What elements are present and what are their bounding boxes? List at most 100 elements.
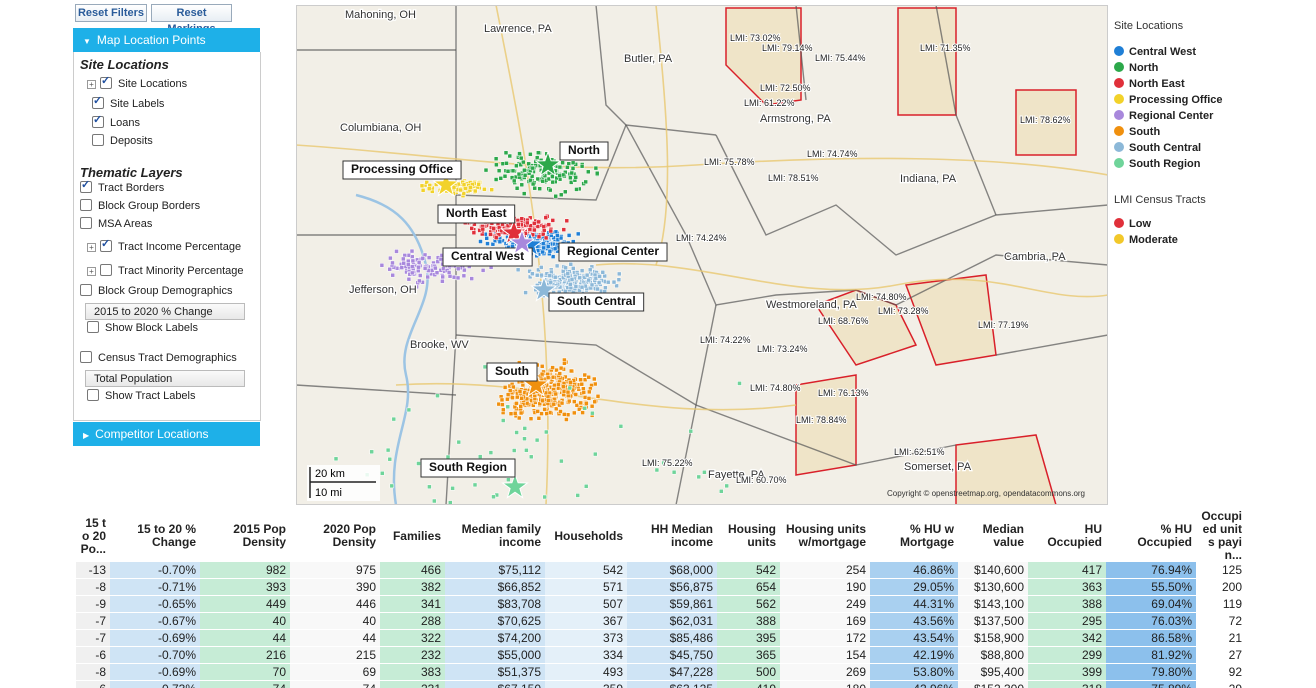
dropdown[interactable]: Total Population (85, 370, 245, 387)
city-label: Brooke, WV (410, 339, 469, 351)
column-header[interactable]: 2015 Pop Density (233, 522, 286, 549)
layer-item[interactable]: Tract Borders (80, 179, 164, 195)
legend-item[interactable]: North (1114, 60, 1314, 76)
location-point (505, 223, 511, 229)
location-point (482, 364, 488, 370)
location-point (516, 415, 522, 421)
location-point (587, 389, 592, 395)
layer-item[interactable]: Deposits (92, 134, 153, 148)
location-point (511, 384, 516, 390)
location-point (478, 239, 483, 244)
location-point (488, 232, 493, 237)
label: Block Group Borders (98, 200, 201, 212)
layer-item[interactable]: Show Block Labels (87, 321, 198, 335)
column-header[interactable]: HH Median income (650, 522, 713, 549)
layer-item[interactable]: +Site Locations (87, 75, 187, 91)
layer-item[interactable]: Census Tract Demographics (80, 351, 237, 365)
reset-filters-button[interactable]: Reset Filters (75, 4, 147, 22)
cell: 70 (200, 663, 290, 681)
checkbox[interactable] (87, 321, 99, 333)
panel-header[interactable]: ▼ Map Location Points (73, 28, 260, 52)
location-point (518, 404, 523, 409)
legend-item[interactable]: South Central (1114, 140, 1314, 156)
lmi-tract (725, 7, 802, 106)
column-header[interactable]: Households (554, 528, 623, 543)
checkbox[interactable] (92, 134, 104, 146)
column-header[interactable]: Families (392, 528, 441, 543)
legend-item[interactable]: Low (1114, 216, 1314, 232)
layer-panel: Site Locations +Site Locations Site Labe… (73, 52, 261, 421)
legend-item[interactable]: South Region (1114, 156, 1314, 172)
legend-item[interactable]: North East (1114, 76, 1314, 92)
location-point (542, 494, 547, 500)
column-header[interactable]: 2020 Pop Density (323, 522, 376, 549)
column-header[interactable]: % HU w Mortgage (900, 522, 954, 549)
legend-item[interactable]: Regional Center (1114, 108, 1314, 124)
checkbox[interactable] (87, 389, 99, 401)
competitor-header[interactable]: ▶ Competitor Locations (73, 422, 260, 446)
legend-item[interactable]: Moderate (1114, 232, 1314, 248)
column-header[interactable]: HU Occupied (1047, 522, 1102, 549)
reset-markings-button[interactable]: Reset Markings (151, 4, 232, 35)
layer-item[interactable]: Loans (92, 114, 140, 130)
column-header[interactable]: Housing units w/mortgage (786, 522, 866, 549)
location-point (379, 263, 385, 268)
layer-item[interactable]: Show Tract Labels (87, 389, 196, 403)
label: Tract Income Percentage (118, 241, 242, 253)
layer-item[interactable]: + Tract Minority Percentage (87, 264, 244, 278)
county-border (455, 124, 717, 201)
location-point (493, 177, 499, 182)
location-point (602, 273, 607, 279)
cell: 69 (290, 663, 380, 681)
checkbox[interactable] (92, 114, 104, 128)
layer-item[interactable]: Block Group Demographics (80, 284, 233, 298)
column-header[interactable]: 15 to 20 % Change (137, 522, 196, 549)
checkbox[interactable] (80, 217, 92, 229)
checkbox[interactable] (80, 351, 92, 363)
lmi-tract (955, 434, 1057, 505)
lmi-label: LMI: 73.02% (730, 33, 781, 43)
column-header[interactable]: Median value (982, 522, 1024, 549)
legend-swatch (1114, 46, 1124, 56)
checkbox[interactable] (100, 238, 112, 252)
dropdown[interactable]: 2015 to 2020 % Change (85, 303, 245, 320)
checkbox[interactable] (80, 179, 92, 193)
column-header[interactable]: Occupied units payin... (1201, 510, 1242, 562)
cell: $85,486 (627, 629, 717, 647)
location-point (570, 166, 576, 171)
location-point (496, 225, 502, 230)
column-header[interactable]: Housing units (728, 522, 776, 549)
location-point (463, 186, 468, 191)
cell: 55.50% (1106, 578, 1196, 596)
legend-item[interactable]: South (1114, 124, 1314, 140)
location-point (558, 192, 564, 198)
column-header[interactable]: Median family income (461, 522, 541, 549)
location-point (550, 374, 556, 380)
legend-label: North (1129, 62, 1159, 74)
legend-item[interactable]: Central West (1114, 44, 1314, 60)
layer-item[interactable]: Site Labels (92, 95, 164, 111)
location-point (543, 215, 549, 220)
layer-item[interactable]: MSA Areas (80, 217, 152, 231)
checkbox[interactable] (80, 284, 92, 296)
checkbox[interactable] (100, 264, 112, 276)
layer-item[interactable]: Block Group Borders (80, 199, 200, 213)
layer-item[interactable]: +Tract Income Percentage (87, 238, 242, 254)
location-point (573, 284, 579, 289)
location-point (527, 268, 532, 274)
checkbox[interactable] (100, 75, 112, 89)
location-point (557, 371, 563, 376)
cell: -0.70% (110, 562, 200, 579)
checkbox[interactable] (92, 95, 104, 109)
column-header[interactable]: 15 to 20 Po... (80, 515, 106, 556)
legend-item[interactable]: Processing Office (1114, 92, 1314, 108)
cell: -7 (76, 612, 110, 630)
checkbox[interactable] (80, 199, 92, 211)
location-point (582, 406, 587, 411)
location-point (575, 231, 581, 237)
map[interactable]: Mahoning, OH Lawrence, PA Butler, PA Columb… (296, 5, 1108, 505)
column-header[interactable]: % HU Occupied (1137, 522, 1192, 549)
location-point (434, 270, 440, 275)
lmi-label: LMI: 78.84% (796, 415, 847, 425)
location-point (516, 171, 522, 177)
